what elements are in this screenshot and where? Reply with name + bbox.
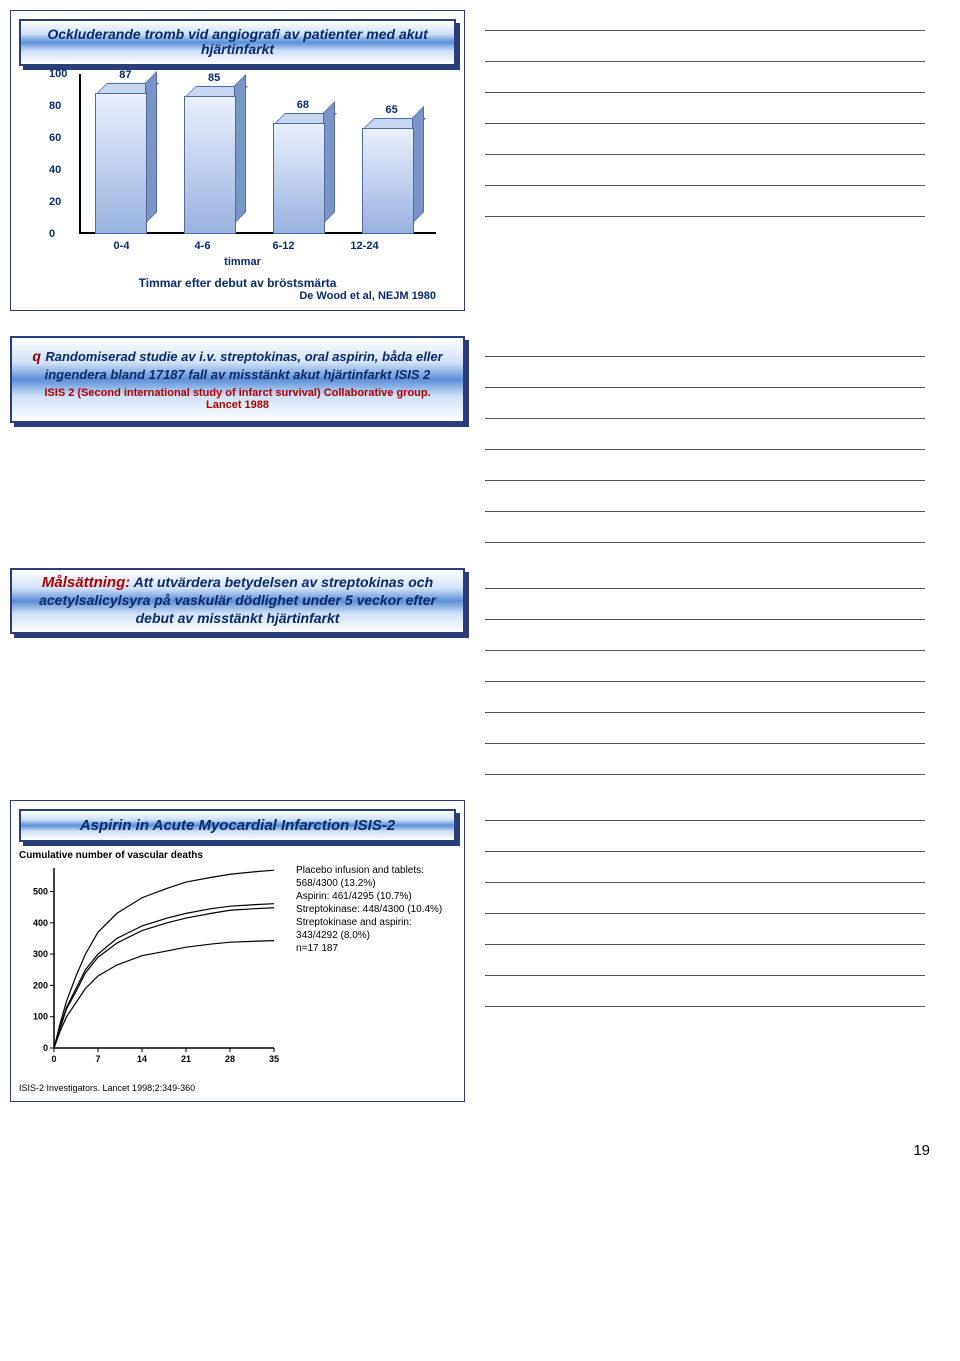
note-line — [485, 30, 925, 31]
note-line — [485, 418, 925, 419]
line-chart: 0 100 200 300 400 500 0 7 14 21 28 35 — [19, 863, 279, 1073]
y-tick: 0 — [49, 228, 55, 240]
chart-source: De Wood et al, NEJM 1980 — [19, 290, 436, 302]
note-line — [485, 92, 925, 93]
legend-item: Aspirin: 461/4295 (10.7%) — [296, 890, 456, 903]
x-tick: 4-6 — [195, 240, 211, 252]
bar-chart: 020406080100 87856865 0-44-66-1212-24 ti… — [49, 74, 436, 274]
note-line — [485, 650, 925, 651]
y-axis-title: Cumulative number of vascular deaths — [19, 850, 288, 861]
slide-3-banner: Målsättning: Att utvärdera betydelsen av… — [10, 568, 465, 634]
bar-plot-area: 87856865 — [81, 74, 436, 234]
note-lines-3 — [485, 588, 950, 775]
svg-text:0: 0 — [43, 1043, 48, 1053]
row-3: Målsättning: Att utvärdera betydelsen av… — [10, 568, 950, 775]
note-line — [485, 975, 925, 976]
bar-value-label: 68 — [273, 99, 333, 111]
y-tick: 60 — [49, 132, 61, 144]
note-line — [485, 944, 925, 945]
bullet-char: q — [32, 348, 41, 364]
slide-2-banner: q Randomiserad studie av i.v. streptokin… — [10, 336, 465, 423]
bar-front-face — [184, 96, 236, 234]
row-4: Aspirin in Acute Myocardial Infarction I… — [10, 800, 950, 1102]
slide-4: Aspirin in Acute Myocardial Infarction I… — [10, 800, 465, 1102]
bar-front-face — [95, 93, 147, 234]
row-1: Ockluderande tromb vid angiografi av pat… — [10, 10, 950, 311]
note-line — [485, 387, 925, 388]
svg-text:300: 300 — [33, 949, 48, 959]
note-line — [485, 61, 925, 62]
svg-text:200: 200 — [33, 980, 48, 990]
svg-text:14: 14 — [137, 1054, 147, 1064]
note-line — [485, 542, 925, 543]
svg-text:0: 0 — [51, 1054, 56, 1064]
note-line — [485, 449, 925, 450]
svg-text:400: 400 — [33, 918, 48, 928]
slide-2-title: Randomiserad studie av i.v. streptokinas… — [45, 349, 443, 382]
note-line — [485, 185, 925, 186]
bar: 85 — [184, 96, 244, 234]
x-axis-unit: timmar — [224, 256, 261, 268]
x-tick: 0-4 — [114, 240, 130, 252]
bar: 68 — [273, 123, 333, 234]
slide-4-title-banner: Aspirin in Acute Myocardial Infarction I… — [19, 809, 456, 842]
bar-value-label: 85 — [184, 72, 244, 84]
slide-2-citation: ISIS 2 (Second international study of in… — [26, 387, 449, 411]
y-tick: 40 — [49, 164, 61, 176]
note-line — [485, 154, 925, 155]
bar: 87 — [95, 93, 155, 234]
svg-text:500: 500 — [33, 886, 48, 896]
note-line — [485, 681, 925, 682]
y-tick: 100 — [49, 68, 67, 80]
svg-text:21: 21 — [181, 1054, 191, 1064]
slide-1-title-banner: Ockluderande tromb vid angiografi av pat… — [19, 19, 456, 66]
slide-1-title: Ockluderande tromb vid angiografi av pat… — [31, 27, 444, 58]
bar-front-face — [362, 128, 414, 234]
note-line — [485, 356, 925, 357]
note-line — [485, 619, 925, 620]
legend-item: n=17 187 — [296, 942, 456, 955]
page-number: 19 — [10, 1142, 950, 1159]
chart-legend: Placebo infusion and tablets: 568/4300 (… — [296, 850, 456, 1073]
slide-4-citation: ISIS-2 Investigators. Lancet 1998;2:349-… — [19, 1083, 456, 1093]
slide-3-lead: Målsättning: — [42, 574, 130, 591]
bar-value-label: 65 — [362, 104, 422, 116]
note-line — [485, 216, 925, 217]
note-line — [485, 774, 925, 775]
note-line — [485, 913, 925, 914]
note-lines-4 — [485, 820, 950, 1007]
note-line — [485, 882, 925, 883]
note-line — [485, 1006, 925, 1007]
svg-text:28: 28 — [225, 1054, 235, 1064]
x-tick: 6-12 — [272, 240, 294, 252]
note-lines-2 — [485, 356, 950, 543]
row-2: q Randomiserad studie av i.v. streptokin… — [10, 336, 950, 543]
note-line — [485, 712, 925, 713]
note-lines-1 — [485, 30, 950, 217]
svg-text:35: 35 — [269, 1054, 279, 1064]
legend-item: Placebo infusion and tablets: 568/4300 (… — [296, 864, 456, 890]
bar-front-face — [273, 123, 325, 234]
note-line — [485, 743, 925, 744]
note-line — [485, 588, 925, 589]
note-line — [485, 851, 925, 852]
legend-item: Streptokinase: 448/4300 (10.4%) — [296, 903, 456, 916]
legend-item: Streptokinase and aspirin: 343/4292 (8.0… — [296, 916, 456, 942]
bar: 65 — [362, 128, 422, 234]
note-line — [485, 480, 925, 481]
note-line — [485, 820, 925, 821]
svg-text:100: 100 — [33, 1011, 48, 1021]
svg-text:7: 7 — [95, 1054, 100, 1064]
slide-1: Ockluderande tromb vid angiografi av pat… — [10, 10, 465, 311]
slide-4-title: Aspirin in Acute Myocardial Infarction I… — [31, 817, 444, 834]
chart-caption: Timmar efter debut av bröstsmärta — [19, 276, 456, 290]
y-tick: 20 — [49, 196, 61, 208]
x-tick: 12-24 — [350, 240, 378, 252]
bar-value-label: 87 — [95, 69, 155, 81]
y-tick: 80 — [49, 100, 61, 112]
note-line — [485, 511, 925, 512]
note-line — [485, 123, 925, 124]
